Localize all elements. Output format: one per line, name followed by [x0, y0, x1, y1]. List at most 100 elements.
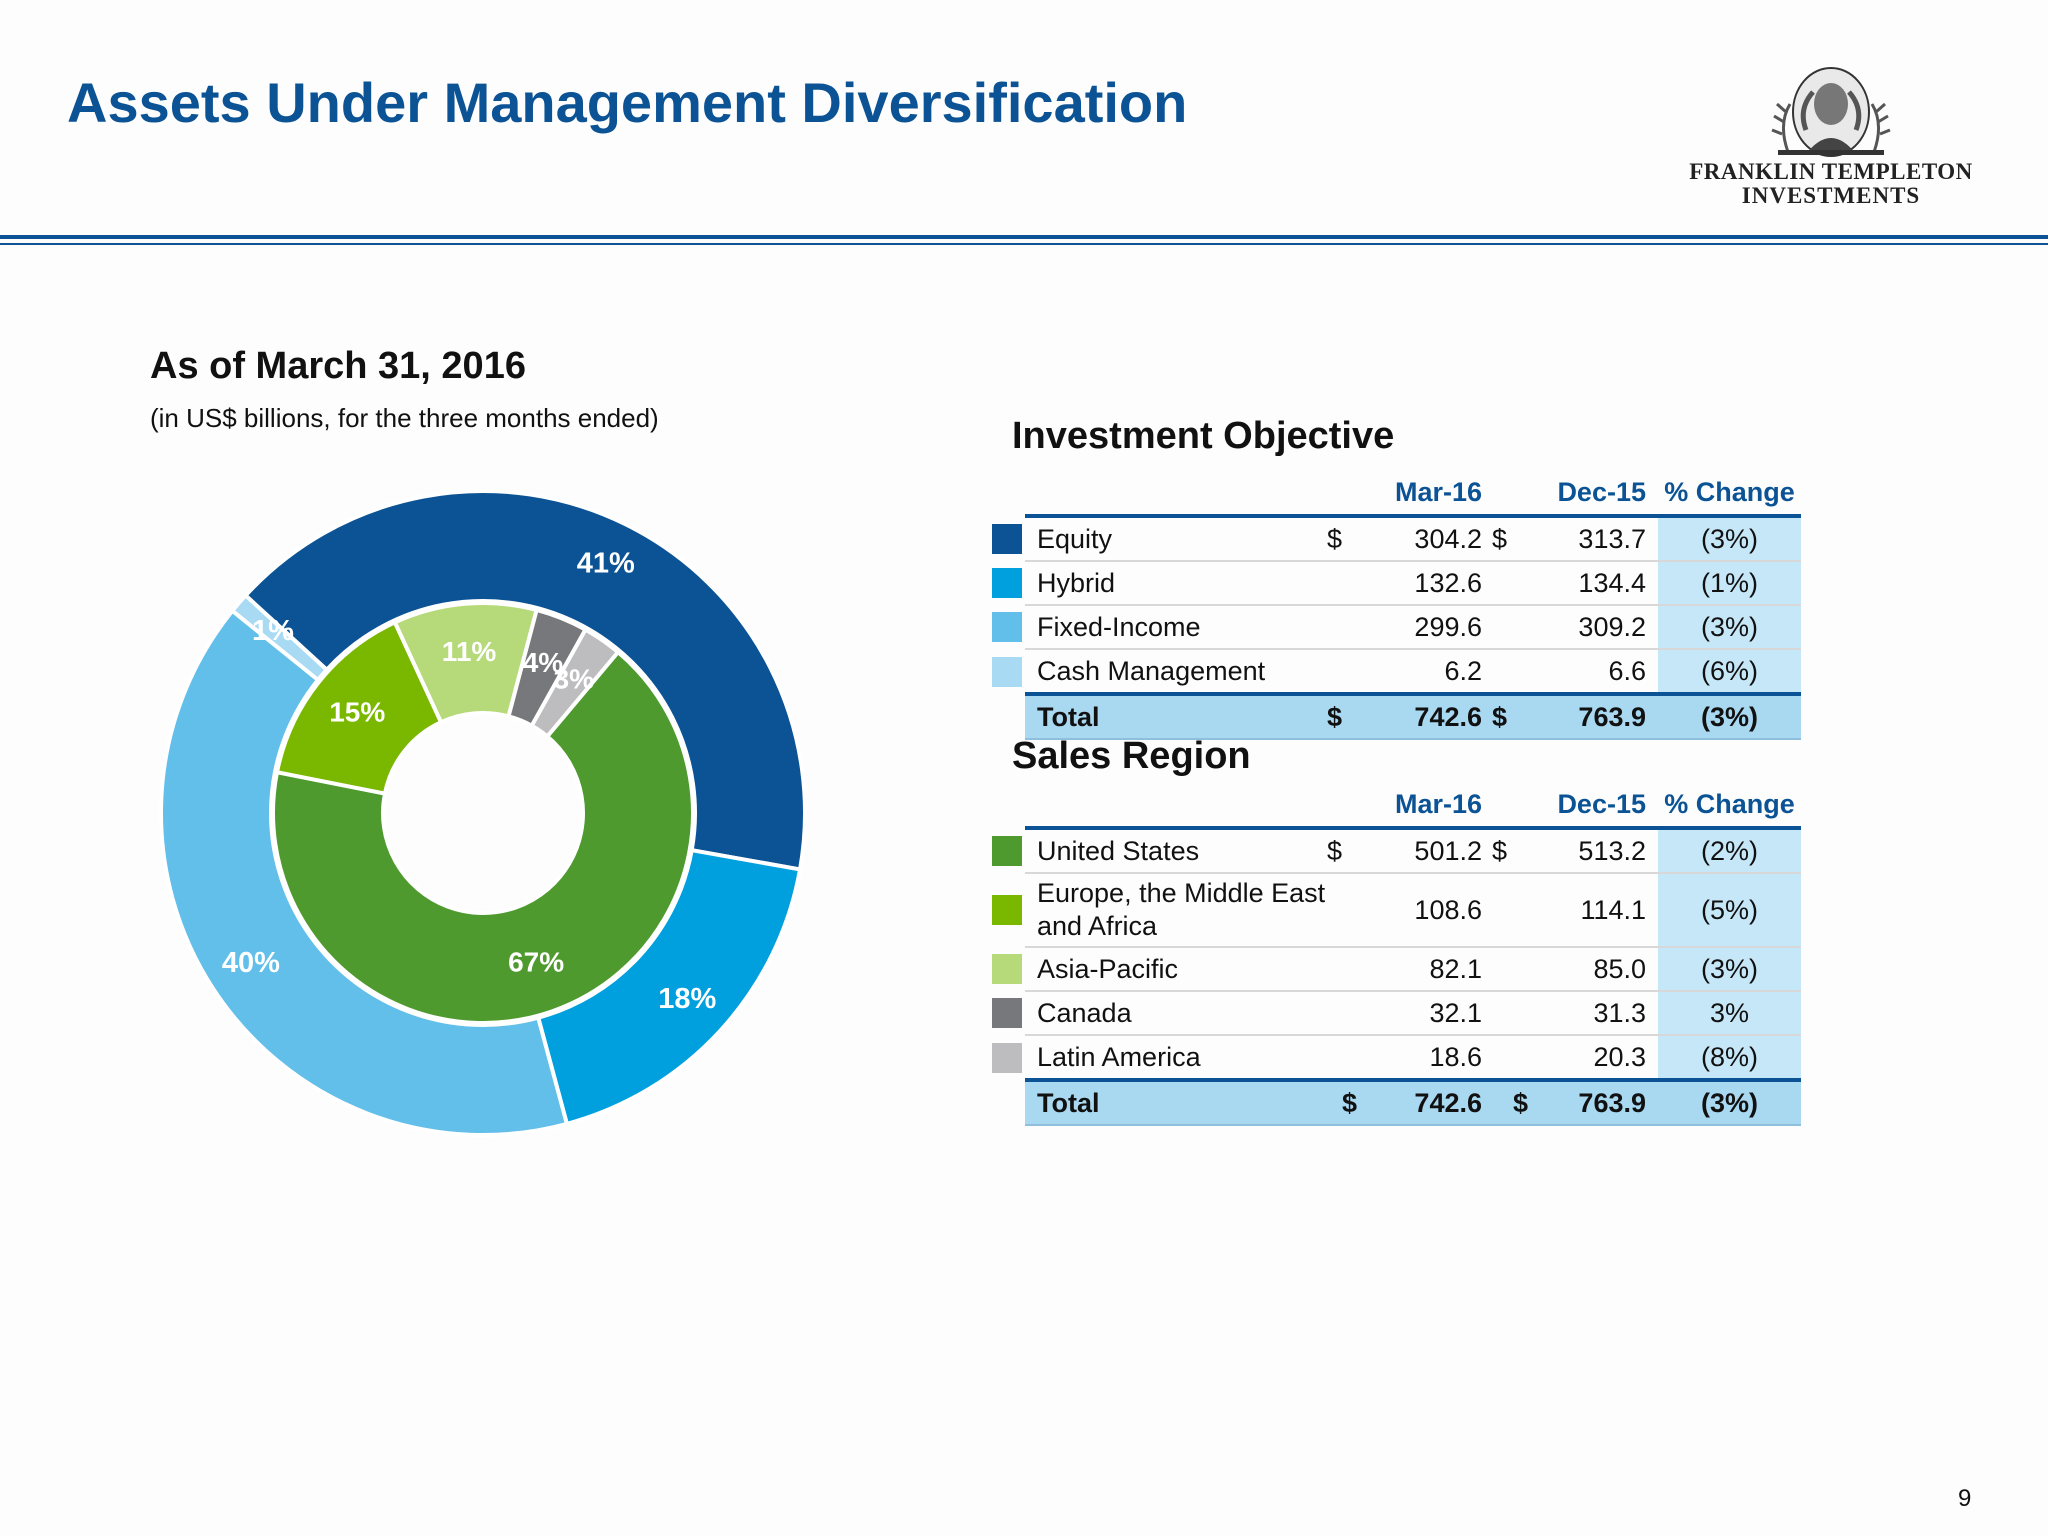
outer-label-equity: 41% — [577, 547, 635, 579]
header-mar16: Mar-16 — [1394, 476, 1482, 507]
investment-objective-section: Investment Objective Mar-16 Dec-15 % Cha… — [990, 415, 1801, 740]
currency — [1327, 991, 1357, 1036]
table-row: Latin America 18.6 20.3 (8%) — [990, 1035, 1801, 1081]
header-mar16: Mar-16 — [1394, 788, 1482, 819]
total-label: Total — [1025, 692, 1327, 740]
franklin-templeton-logo: FRANKLIN TEMPLETON INVESTMENTS — [1678, 64, 1984, 214]
value-dec15: 134.4 — [1528, 561, 1658, 606]
currency — [1327, 1035, 1357, 1081]
currency: $ — [1492, 514, 1528, 562]
total-label: Total — [1025, 1078, 1327, 1126]
outer-label-hybrid: 18% — [658, 983, 716, 1015]
total-change: (3%) — [1658, 692, 1801, 740]
table-row: United States $ 501.2 $ 513.2 (2%) — [990, 826, 1801, 874]
currency — [1327, 947, 1357, 992]
value-dec15: 6.6 — [1528, 649, 1658, 695]
header-dec15: Dec-15 — [1557, 476, 1646, 507]
header-dec15: Dec-15 — [1557, 788, 1646, 819]
legend-swatch-hybrid — [992, 568, 1022, 598]
currency — [1492, 649, 1528, 695]
brand-line-1: FRANKLIN TEMPLETON — [1689, 159, 1973, 184]
legend-swatch-united-states — [992, 835, 1022, 866]
table-row: Equity $ 304.2 $ 313.7 (3%) — [990, 514, 1801, 562]
value-dec15: 31.3 — [1528, 991, 1658, 1036]
value-dec15: 313.7 — [1528, 514, 1658, 562]
value-change: (1%) — [1658, 561, 1801, 606]
value-change: (3%) — [1658, 514, 1801, 562]
row-label: Latin America — [1025, 1035, 1327, 1081]
page-title: Assets Under Management Diversification — [67, 71, 1188, 134]
table-row: Canada 32.1 31.3 3% — [990, 991, 1801, 1036]
total-dec15: 763.9 — [1528, 1078, 1658, 1126]
legend-swatch-equity — [992, 523, 1022, 554]
value-change: (3%) — [1658, 947, 1801, 992]
value-mar16: 299.6 — [1357, 605, 1492, 650]
currency: $ — [1492, 1078, 1528, 1126]
inner-label-united-states: 67% — [508, 946, 564, 977]
inner-label-europe-the-middle-east-and-africa: 15% — [329, 696, 385, 727]
currency — [1327, 649, 1357, 695]
value-mar16: 304.2 — [1357, 514, 1492, 562]
currency — [1492, 873, 1528, 948]
currency — [1492, 561, 1528, 606]
value-change: (8%) — [1658, 1035, 1801, 1081]
row-label: United States — [1025, 826, 1327, 874]
table-row: Hybrid 132.6 134.4 (1%) — [990, 561, 1801, 606]
sales-region-section: Sales Region Mar-16 Dec-15 % Change Unit… — [990, 735, 1801, 1126]
chart-title: As of March 31, 2016 — [150, 345, 526, 387]
inner-slice-europe-the-middle-east-and-africa — [274, 619, 444, 796]
currency — [1327, 561, 1357, 606]
table-total-row: Total $ 742.6 $ 763.9 (3%) — [990, 1078, 1801, 1126]
inner-slice-united-states — [271, 649, 695, 1025]
currency: $ — [1327, 826, 1357, 874]
value-mar16: 501.2 — [1357, 826, 1492, 874]
legend-swatch-emea — [992, 895, 1022, 925]
row-label: Canada — [1025, 991, 1327, 1036]
row-label: Europe, the Middle East and Africa — [1025, 873, 1327, 948]
currency — [1492, 1035, 1528, 1081]
table-row: Cash Management 6.2 6.6 (6%) — [990, 649, 1801, 695]
total-dec15: 763.9 — [1528, 692, 1658, 740]
total-change: (3%) — [1658, 1078, 1801, 1126]
aum-donut-chart: 41% 18% 40% 1% 67% 15% 11% 4%3% — [159, 489, 807, 1137]
value-change: (5%) — [1658, 873, 1801, 948]
legend-swatch-fixed-income — [992, 612, 1022, 642]
currency: $ — [1327, 1078, 1357, 1126]
value-dec15: 114.1 — [1528, 873, 1658, 948]
table-row: Europe, the Middle East and Africa 108.6… — [990, 873, 1801, 948]
value-mar16: 6.2 — [1357, 649, 1492, 695]
currency: $ — [1327, 514, 1357, 562]
value-mar16: 132.6 — [1357, 561, 1492, 606]
investment-objective-table: Mar-16 Dec-15 % Change Equity $ 304.2 $ … — [990, 470, 1801, 740]
row-label: Cash Management — [1025, 649, 1327, 695]
total-mar16: 742.6 — [1357, 1078, 1492, 1126]
currency — [1492, 947, 1528, 992]
header-rule-thin — [0, 243, 2048, 245]
currency — [1492, 605, 1528, 650]
total-mar16: 742.6 — [1357, 692, 1492, 740]
row-label: Equity — [1025, 514, 1327, 562]
currency — [1492, 991, 1528, 1036]
currency: $ — [1492, 826, 1528, 874]
table-total-row: Total $ 742.6 $ 763.9 (3%) — [990, 692, 1801, 740]
value-mar16: 18.6 — [1357, 1035, 1492, 1081]
outer-label-fixed-income: 40% — [222, 947, 280, 979]
row-label: Asia-Pacific — [1025, 947, 1327, 992]
row-label: Hybrid — [1025, 561, 1327, 606]
portrait-seal-icon — [1771, 67, 1891, 157]
sales-region-title: Sales Region — [1012, 735, 1251, 777]
table-row: Fixed-Income 299.6 309.2 (3%) — [990, 605, 1801, 650]
value-mar16: 82.1 — [1357, 947, 1492, 992]
value-change: (3%) — [1658, 605, 1801, 650]
value-dec15: 309.2 — [1528, 605, 1658, 650]
header-change: % Change — [1664, 788, 1795, 819]
currency: $ — [1492, 692, 1528, 740]
currency: $ — [1327, 692, 1357, 740]
value-change: (6%) — [1658, 649, 1801, 695]
sales-region-table: Mar-16 Dec-15 % Change United States $ 5… — [990, 782, 1801, 1126]
page-number: 9 — [1958, 1485, 1972, 1512]
header-rule — [0, 235, 2048, 239]
investment-objective-title: Investment Objective — [1012, 415, 1395, 457]
currency — [1327, 873, 1357, 948]
value-dec15: 85.0 — [1528, 947, 1658, 992]
